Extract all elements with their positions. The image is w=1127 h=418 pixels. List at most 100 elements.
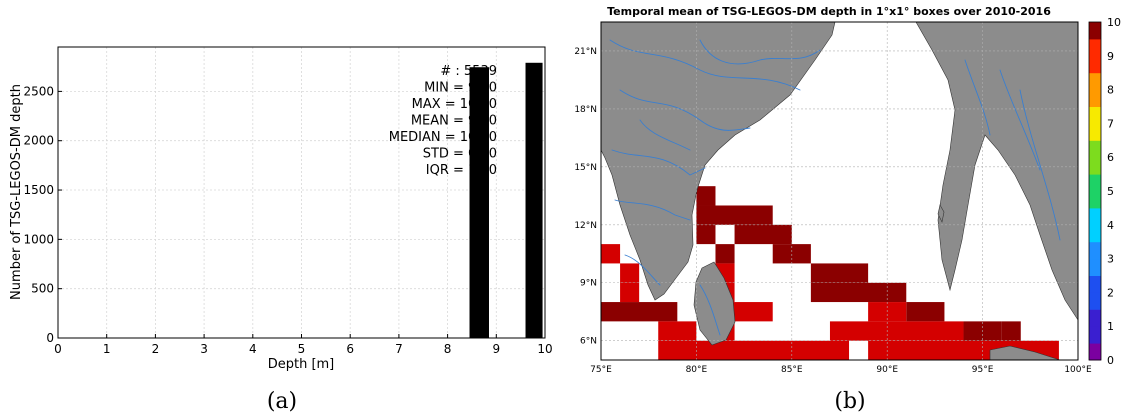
colorbar-segment bbox=[1089, 72, 1101, 91]
colorbar-tick-label: 5 bbox=[1107, 185, 1114, 198]
colorbar-segment bbox=[1089, 275, 1101, 293]
histogram-y-axis-label: Number of TSG-LEGOS-DM depth bbox=[9, 84, 24, 300]
map-land bbox=[600, 21, 1079, 361]
land-islands bbox=[937, 204, 945, 223]
colorbar-segment bbox=[1089, 106, 1101, 124]
histogram-x-tick-label: 4 bbox=[249, 342, 257, 356]
colorbar-segment bbox=[1089, 38, 1101, 57]
histogram-stat-line: STD = 0.50 bbox=[423, 147, 497, 162]
histogram-stat-line: MIN = 9.00 bbox=[424, 81, 497, 96]
colorbar-tick-label: 3 bbox=[1107, 253, 1114, 266]
map-cell bbox=[734, 224, 792, 245]
caption-a: (a) bbox=[267, 389, 297, 414]
map-cell bbox=[696, 205, 773, 225]
colorbar-segment bbox=[1089, 258, 1101, 276]
histogram-bars bbox=[469, 62, 543, 338]
colorbar-segment bbox=[1089, 309, 1101, 327]
map-y-tick-label: 9°N bbox=[580, 279, 597, 289]
colorbar-tick-label: 8 bbox=[1107, 84, 1114, 97]
colorbar-tick-label: 9 bbox=[1107, 50, 1114, 63]
colorbar-tick-label: 6 bbox=[1107, 151, 1114, 164]
colorbar-tick-label: 1 bbox=[1107, 320, 1114, 333]
colorbar-tick-label: 0 bbox=[1107, 354, 1114, 367]
colorbar-tick-label: 10 bbox=[1107, 16, 1121, 29]
colorbar-segment bbox=[1089, 89, 1101, 107]
map-cell bbox=[601, 302, 678, 322]
histogram-x-tick-label: 2 bbox=[152, 342, 160, 356]
colorbar: 0 1 2 3 4 5 6 7 8 9 10 bbox=[1088, 16, 1121, 367]
map-y-tick-label: 18°N bbox=[574, 105, 597, 115]
histogram-x-tick-label: 10 bbox=[537, 342, 552, 356]
map-cell bbox=[658, 340, 850, 360]
histogram-y-tick-label: 2000 bbox=[23, 134, 54, 148]
land-sumatra bbox=[989, 345, 1061, 361]
histogram-stat-line: IQR = 1.00 bbox=[426, 163, 497, 178]
map-cell bbox=[1001, 321, 1021, 341]
colorbar-segment bbox=[1089, 140, 1101, 158]
map-x-ticks: 75°E 80°E 85°E 90°E 95°E 100°E bbox=[590, 365, 1092, 375]
histogram-stat-line: MEDIAN = 10.00 bbox=[389, 130, 497, 145]
histogram-y-tick-label: 1500 bbox=[23, 183, 54, 197]
histogram-y-ticks: 0 500 1000 1500 2000 2500 bbox=[23, 84, 62, 345]
histogram-y-tick-label: 1000 bbox=[23, 232, 54, 246]
colorbar-tick-label: 2 bbox=[1107, 286, 1114, 299]
colorbar-segment bbox=[1089, 207, 1101, 226]
map-rivers bbox=[609, 39, 1061, 336]
land-india bbox=[600, 21, 836, 301]
map-cell bbox=[620, 282, 640, 303]
histogram-x-tick-label: 7 bbox=[395, 342, 403, 356]
colorbar-segment bbox=[1089, 241, 1101, 260]
map-x-tick-label: 75°E bbox=[590, 365, 612, 375]
colorbar-segment bbox=[1089, 191, 1101, 209]
map-cell bbox=[715, 244, 735, 264]
histogram-x-axis-label: Depth [m] bbox=[268, 357, 335, 372]
colorbar-segment bbox=[1089, 174, 1101, 192]
map-x-tick-label: 100°E bbox=[1064, 365, 1092, 375]
histogram-stat-line: MEAN = 9.50 bbox=[411, 114, 497, 129]
colorbar-frame bbox=[1088, 21, 1102, 361]
colorbar-segment bbox=[1089, 343, 1101, 361]
colorbar-tick-label: 4 bbox=[1107, 219, 1114, 232]
histogram-x-tick-label: 0 bbox=[54, 342, 62, 356]
map-cell bbox=[772, 244, 811, 264]
map-y-tick-label: 12°N bbox=[574, 221, 597, 231]
colorbar-segment bbox=[1089, 292, 1101, 310]
colorbar-tick-label: 7 bbox=[1107, 117, 1114, 130]
map-cell bbox=[658, 321, 697, 341]
map-cell bbox=[620, 263, 640, 283]
map-y-ticks: 6°N 9°N 12°N 15°N 18°N 21°N bbox=[574, 47, 597, 347]
map-cell bbox=[696, 224, 716, 245]
histogram-grid bbox=[57, 47, 546, 339]
heatmap-chart: Temporal mean of TSG-LEGOS-DM depth in 1… bbox=[574, 5, 1121, 375]
land-srilanka bbox=[693, 261, 736, 346]
land-myanmar bbox=[915, 21, 1079, 322]
map-frame bbox=[600, 21, 1079, 361]
colorbar-segment bbox=[1089, 22, 1101, 40]
map-y-tick-label: 15°N bbox=[574, 163, 597, 173]
histogram-y-tick-label: 2500 bbox=[23, 84, 54, 98]
histogram-y-tick-label: 0 bbox=[46, 331, 54, 345]
map-x-tick-label: 95°E bbox=[972, 365, 994, 375]
map-x-tick-label: 90°E bbox=[876, 365, 898, 375]
map-cell bbox=[829, 321, 964, 341]
map-cell bbox=[601, 244, 621, 264]
histogram-bar bbox=[469, 67, 489, 338]
histogram-bar bbox=[525, 62, 543, 338]
histogram-x-tick-label: 1 bbox=[103, 342, 111, 356]
histogram-x-tick-label: 9 bbox=[492, 342, 500, 356]
histogram-x-tick-label: 3 bbox=[200, 342, 208, 356]
colorbar-segment bbox=[1089, 123, 1101, 141]
histogram-x-tick-label: 6 bbox=[346, 342, 354, 356]
histogram-stat-line: MAX = 10.00 bbox=[412, 97, 497, 112]
map-cell bbox=[906, 302, 945, 322]
map-x-tick-label: 85°E bbox=[781, 365, 803, 375]
map-y-tick-label: 6°N bbox=[580, 337, 597, 347]
map-cell bbox=[696, 186, 716, 206]
histogram-x-ticks: 0 1 2 3 4 5 6 7 8 9 10 bbox=[54, 334, 553, 356]
map-x-tick-label: 80°E bbox=[686, 365, 708, 375]
map-cell bbox=[810, 263, 869, 283]
map-cell bbox=[810, 282, 907, 303]
map-y-tick-label: 21°N bbox=[574, 47, 597, 57]
